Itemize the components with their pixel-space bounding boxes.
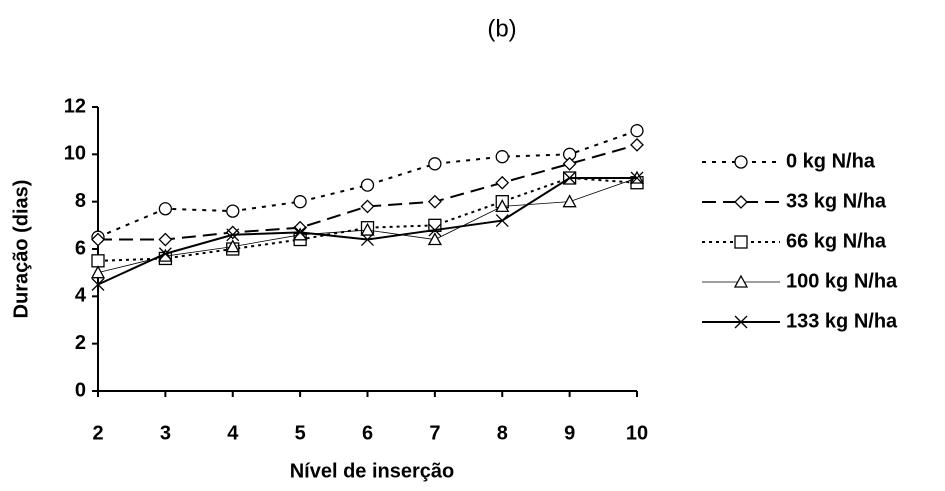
x-tick-label: 5	[295, 422, 306, 444]
marker	[361, 233, 374, 246]
y-tick-label: 12	[64, 95, 86, 117]
legend-label: 133 kg N/ha	[786, 310, 898, 332]
y-tick-label: 0	[75, 379, 86, 401]
marker	[562, 156, 577, 171]
marker	[495, 214, 509, 228]
marker	[428, 223, 442, 237]
marker	[225, 239, 240, 253]
marker	[427, 194, 442, 209]
legend-label: 100 kg N/ha	[786, 270, 898, 292]
marker	[428, 157, 442, 171]
x-tick-label: 6	[362, 422, 373, 444]
y-tick-label: 10	[64, 143, 86, 165]
x-tick-label: 7	[429, 422, 440, 444]
marker	[360, 222, 375, 236]
marker	[734, 315, 748, 329]
legend-label: 66 kg N/ha	[786, 230, 887, 252]
marker	[630, 124, 644, 138]
x-tick-label: 2	[92, 422, 103, 444]
marker	[226, 228, 240, 242]
marker	[630, 171, 644, 185]
marker	[734, 195, 748, 209]
marker	[495, 150, 509, 164]
marker	[563, 171, 577, 185]
marker	[428, 218, 442, 232]
marker	[91, 278, 105, 291]
x-tick-label: 9	[564, 422, 575, 444]
y-tick-label: 6	[75, 237, 86, 259]
marker	[158, 232, 173, 247]
x-axis-label: Nível de inserção	[290, 460, 455, 482]
marker	[360, 199, 375, 214]
marker	[562, 194, 577, 208]
marker	[495, 175, 510, 190]
marker	[733, 274, 749, 288]
marker	[293, 227, 308, 241]
y-tick-label: 2	[75, 332, 86, 354]
x-tick-label: 4	[227, 422, 239, 444]
marker	[158, 247, 172, 261]
x-tick-label: 8	[497, 422, 508, 444]
legend-label: 0 kg N/ha	[786, 150, 876, 172]
x-tick-label: 10	[626, 422, 648, 444]
y-axis-label: Duração (dias)	[10, 180, 32, 319]
x-tick-label: 3	[160, 422, 171, 444]
marker	[91, 232, 105, 247]
marker	[293, 225, 307, 239]
marker	[495, 199, 510, 213]
marker	[427, 232, 442, 246]
marker	[630, 137, 644, 152]
chart-title: (b)	[487, 15, 516, 42]
marker	[158, 202, 173, 216]
marker	[734, 155, 748, 169]
marker	[226, 204, 240, 218]
marker	[734, 235, 748, 249]
y-tick-label: 8	[75, 190, 86, 212]
marker	[293, 195, 307, 209]
marker	[90, 265, 106, 279]
y-tick-label: 4	[75, 285, 87, 307]
series-line	[97, 129, 638, 239]
legend-label: 33 kg N/ha	[786, 190, 887, 212]
marker	[360, 178, 375, 192]
marker	[91, 254, 105, 268]
